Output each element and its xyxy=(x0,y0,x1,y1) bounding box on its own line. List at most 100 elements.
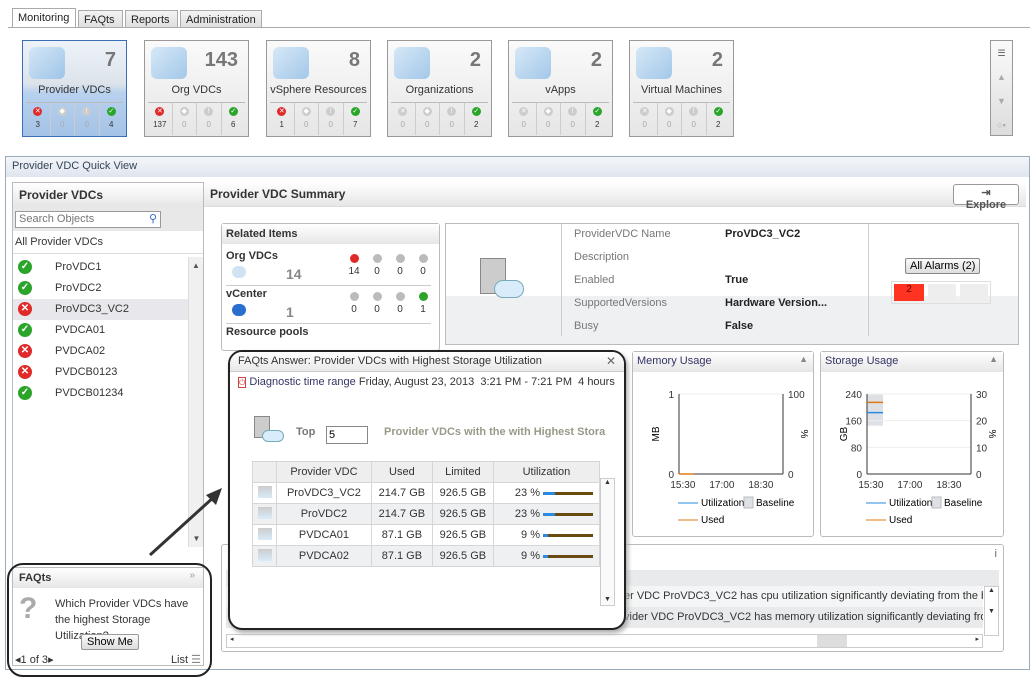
collapse-icon[interactable]: ▲ xyxy=(799,354,808,364)
status-count[interactable]: ✕ 137 xyxy=(148,103,173,135)
status-count[interactable]: ✓ 4 xyxy=(100,103,124,135)
status-count[interactable]: ✕ 1 xyxy=(270,103,295,135)
status-count[interactable]: ◆ 0 xyxy=(537,103,561,135)
tab-monitoring[interactable]: Monitoring xyxy=(12,8,76,27)
search-input[interactable] xyxy=(16,212,136,226)
tile-organizations[interactable]: 2 Organizations ✕ 0 ◆ 0! 0 ✓ 2 xyxy=(387,40,492,137)
tile-virtual-machines[interactable]: 2 Virtual Machines ✕ 0 ◆ 0! 0 ✓ 2 xyxy=(629,40,734,137)
related-item[interactable]: Resource pools xyxy=(226,326,431,362)
close-icon[interactable]: ✕ xyxy=(605,354,616,368)
info-icon[interactable]: i xyxy=(994,548,997,560)
count-value: 0 xyxy=(206,120,211,129)
search-icon[interactable]: ⚲ xyxy=(148,213,157,225)
cell-utilization: 9 % xyxy=(521,550,540,562)
status-count[interactable]: ! 0 xyxy=(75,103,100,135)
alarm-counts: 2 xyxy=(891,281,991,304)
status-count[interactable]: ! 0 xyxy=(197,103,222,135)
status-count[interactable]: ✓ 2 xyxy=(586,103,610,135)
status-count[interactable]: ◆ 0 xyxy=(173,103,197,135)
list-item[interactable]: ✕ ProVDC3_VC2 xyxy=(13,299,188,320)
field-label: SupportedVersions xyxy=(574,297,667,309)
show-me-button[interactable]: Show Me xyxy=(81,634,139,650)
top-count-input[interactable] xyxy=(326,426,368,444)
alarms-vscroll[interactable]: ▲ ▼ xyxy=(984,586,999,636)
table-row[interactable]: ProVDC2 214.7 GB 926.5 GB 23 % xyxy=(252,503,601,525)
status-count[interactable]: ! 0 xyxy=(319,103,344,135)
tile-org-vdcs[interactable]: 143 Org VDCs ✕ 137 ◆ 0! 0 ✓ 6 xyxy=(144,40,249,137)
table-scrollbar[interactable]: ▲ ▼ xyxy=(600,478,615,606)
col-provider-vdc[interactable]: Provider VDC xyxy=(276,461,372,483)
status-count[interactable]: ! 0 xyxy=(561,103,586,135)
vdc-name: ProVDC3_VC2 xyxy=(55,303,129,315)
settings-icon[interactable]: ○▪ xyxy=(997,120,1006,130)
tile-provider-vdcs[interactable]: 7 Provider VDCs ✕ 3 ◆ 0! 0 ✓ 4 xyxy=(22,40,127,137)
y2-axis-label: % xyxy=(986,430,997,439)
col-utilization[interactable]: Utilization xyxy=(492,461,601,483)
table-row[interactable]: PVDCA01 87.1 GB 926.5 GB 9 % xyxy=(252,524,601,546)
tab-administration[interactable]: Administration xyxy=(180,10,262,28)
count-value: 4 xyxy=(109,120,114,129)
status-count[interactable]: ✓ 7 xyxy=(344,103,368,135)
list-item[interactable]: ✓ ProVDC2 xyxy=(13,278,188,299)
col-used[interactable]: Used xyxy=(370,461,433,483)
status-count[interactable]: ◆ 0 xyxy=(416,103,440,135)
status-count[interactable]: ✕ 0 xyxy=(512,103,537,135)
count-value: 0 xyxy=(397,304,403,315)
explore-button[interactable]: ⇥ Explore xyxy=(953,184,1019,211)
related-item[interactable]: Org VDCs 14 14 0 0 0 xyxy=(226,250,431,286)
table-row[interactable]: ProVDC3_VC2 214.7 GB 926.5 GB 23 % xyxy=(252,482,601,504)
list-item[interactable]: ✕ PVDCA02 xyxy=(13,341,188,362)
time-range[interactable]: ⏻ Diagnostic time range Friday, August 2… xyxy=(238,376,615,388)
list-menu-icon[interactable]: ☰ xyxy=(997,48,1006,58)
tile-vapps[interactable]: 2 vApps ✕ 0 ◆ 0! 0 ✓ 2 xyxy=(508,40,613,137)
status-count[interactable]: ✓ 2 xyxy=(465,103,489,135)
status-count[interactable]: ✓ 6 xyxy=(222,103,246,135)
critical-icon: ✕ xyxy=(155,107,165,116)
faqts-list-link[interactable]: List ☰ xyxy=(171,653,201,666)
status-count[interactable]: ◆ 0 xyxy=(658,103,682,135)
tile-scroller[interactable]: ☰ ▲ ▼ ○▪ xyxy=(990,40,1013,136)
status-count[interactable]: ✓ 2 xyxy=(707,103,731,135)
tile-vsphere-resources[interactable]: 8 vSphere Resources ✕ 1 ◆ 0! 0 ✓ 7 xyxy=(266,40,371,137)
vdc-name: ProVDC2 xyxy=(55,282,102,294)
status-count[interactable]: ◆ 0 xyxy=(295,103,319,135)
faqts-pager[interactable]: ◂1 of 3▸ xyxy=(15,654,54,666)
alarm-count-critical[interactable]: 2 xyxy=(894,284,924,301)
list-icon: ☰ xyxy=(191,654,201,666)
scroll-down-icon[interactable]: ▼ xyxy=(997,96,1006,106)
y-axis-label: GB xyxy=(839,426,850,441)
related-item[interactable]: vCenter 1 0 0 0 1 xyxy=(226,288,431,324)
all-provider-vdcs[interactable]: All Provider VDCs xyxy=(13,231,203,254)
tab-reports[interactable]: Reports xyxy=(125,10,178,28)
status-count[interactable]: ! 0 xyxy=(682,103,707,135)
alarm-count-info[interactable] xyxy=(960,284,988,301)
tile-label: vSphere Resources xyxy=(270,84,367,96)
range-label: Diagnostic time range xyxy=(249,376,356,388)
status-count[interactable]: ! 0 xyxy=(440,103,465,135)
status-count[interactable]: ◆ 0 xyxy=(51,103,75,135)
list-item[interactable]: ✓ PVDCA01 xyxy=(13,320,188,341)
list-item[interactable]: ✕ PVDCB0123 xyxy=(13,362,188,383)
tab-faqts[interactable]: FAQts xyxy=(78,10,123,28)
collapse-icon[interactable]: ▲ xyxy=(989,354,998,364)
all-alarms-button[interactable]: All Alarms (2) xyxy=(905,258,981,274)
tile-count: 2 xyxy=(590,49,602,71)
collapse-icon[interactable]: » xyxy=(189,570,195,581)
y2-tick-label: 0 xyxy=(788,470,794,481)
status-count[interactable]: ✕ 0 xyxy=(391,103,416,135)
question-icon: ? xyxy=(19,592,38,625)
list-item[interactable]: ✓ ProVDC1 xyxy=(13,257,188,278)
scroll-up-icon[interactable]: ▲ xyxy=(997,72,1006,82)
critical-icon: ✕ xyxy=(33,107,43,116)
alarms-hscroll[interactable]: ◂ ▸ xyxy=(226,634,983,648)
unreachable-icon: ◆ xyxy=(664,107,674,116)
alarm-count-warning[interactable] xyxy=(928,284,956,301)
status-count[interactable]: ✕ 3 xyxy=(26,103,51,135)
list-scrollbar[interactable]: ▲ ▼ xyxy=(188,257,203,547)
table-row[interactable]: PVDCA02 87.1 GB 926.5 GB 9 % xyxy=(252,545,601,567)
col-limited[interactable]: Limited xyxy=(431,461,494,483)
list-item[interactable]: ✓ PVDCB01234 xyxy=(13,383,188,404)
ok-status-icon: ✓ xyxy=(18,386,32,400)
cell-limited: 926.5 GB xyxy=(431,545,494,567)
status-count[interactable]: ✕ 0 xyxy=(633,103,658,135)
